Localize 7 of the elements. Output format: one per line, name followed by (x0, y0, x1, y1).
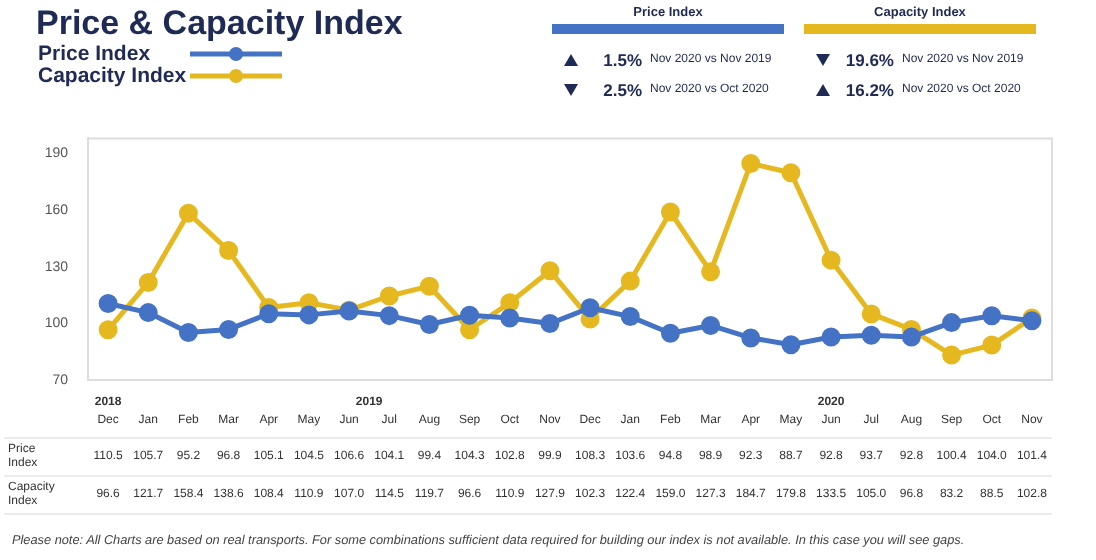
text: 1.5% (601, 49, 642, 69)
legend-label: Capacity Index (38, 63, 189, 87)
text: 16.2% (843, 79, 894, 99)
chart-title: Price & Capacity Index (36, 4, 403, 44)
legend-label: Price Index (38, 41, 153, 65)
text: 2.5% (601, 79, 642, 99)
text: 19.6% (843, 49, 894, 69)
